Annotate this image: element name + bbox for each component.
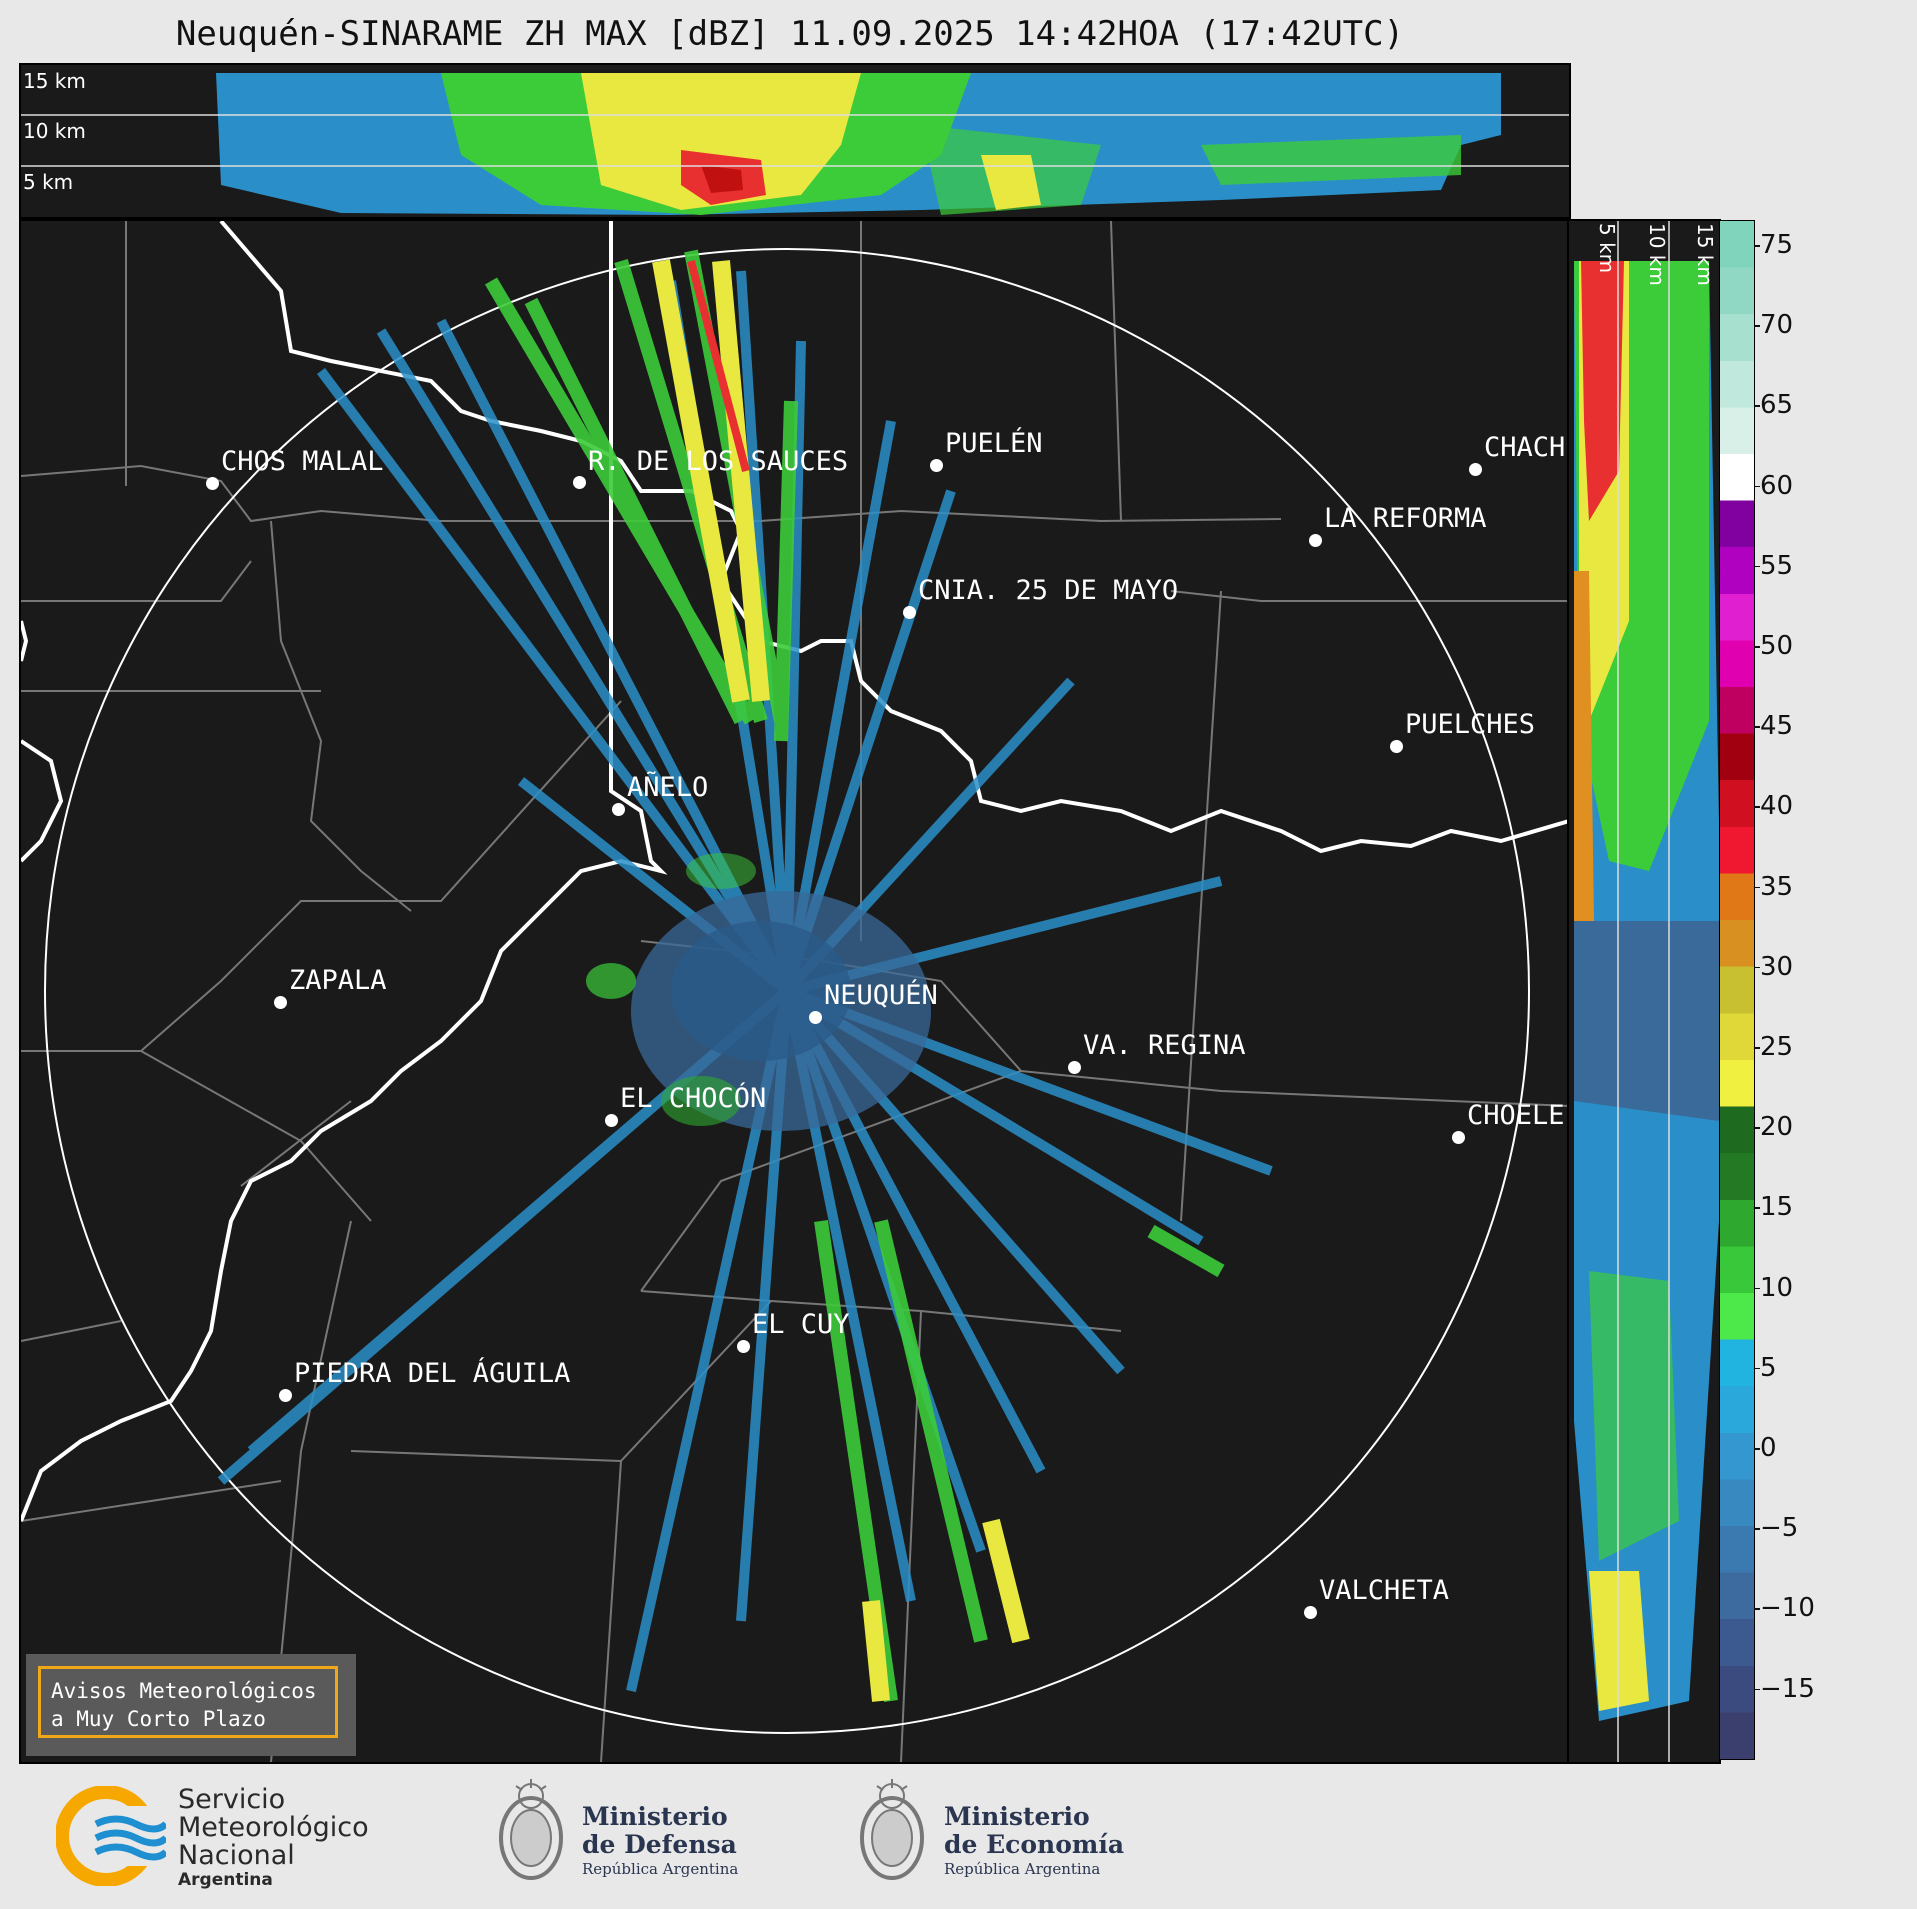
colorbar-tick: 20	[1753, 1112, 1794, 1143]
city-el-cuy: EL CUY	[752, 1309, 850, 1340]
city-choele: CHOELE	[1467, 1100, 1565, 1131]
colorbar-tick: 40	[1753, 791, 1794, 822]
city-va-regina: VA. REGINA	[1083, 1030, 1246, 1061]
smn-line-3: Nacional	[178, 1840, 295, 1871]
colorbar-tick: 5	[1754, 1352, 1777, 1383]
city-el-chocon: EL CHOCÓN	[620, 1083, 767, 1114]
economia-line-1: Ministerio	[944, 1802, 1090, 1831]
alert-panel	[26, 1654, 356, 1756]
colorbar-tick: 30	[1753, 951, 1794, 982]
city-zapala: ZAPALA	[289, 965, 387, 996]
colorbar-tick: 45	[1753, 711, 1794, 742]
coat-of-arms-icon	[499, 1779, 563, 1880]
city-piedra-del-aguila: PIEDRA DEL ÁGUILA	[294, 1358, 571, 1389]
dbz-colorbar	[1719, 220, 1755, 1760]
coat-of-arms-icon	[860, 1779, 924, 1880]
city-chos-malal: CHOS MALAL	[221, 446, 384, 477]
colorbar-tick: −15	[1754, 1673, 1815, 1704]
alert-line-2: a Muy Corto Plazo	[51, 1707, 266, 1731]
defensa-line-3: República Argentina	[582, 1860, 739, 1878]
city-puelches: PUELCHES	[1405, 709, 1536, 740]
city-dot	[1309, 534, 1322, 547]
radar-echoes	[217, 249, 1273, 1703]
range-ring	[44, 248, 1530, 1734]
city-dot	[809, 1011, 822, 1024]
economia-line-3: República Argentina	[944, 1860, 1101, 1878]
top-label-15km: 15 km	[23, 69, 86, 93]
side-label-15km: 15 km	[1693, 223, 1717, 286]
side-label-10km: 10 km	[1645, 223, 1669, 286]
smn-line-4: Argentina	[178, 1870, 273, 1890]
city-dot	[274, 996, 287, 1009]
colorbar-tick: 60	[1753, 470, 1794, 501]
top-profile-svg	[21, 73, 1569, 215]
city-valcheta: VALCHETA	[1319, 1575, 1450, 1606]
city-anelo: AÑELO	[627, 772, 709, 803]
city-dot	[206, 477, 219, 490]
colorbar-tick: 65	[1753, 390, 1794, 421]
smn-line-1: Servicio	[178, 1784, 286, 1815]
city-neuquen: NEUQUÉN	[824, 980, 938, 1011]
echo-rays-red	[687, 259, 750, 473]
side-profile-svg	[1574, 221, 1719, 1762]
top-label-10km: 10 km	[23, 119, 86, 143]
city-dot	[279, 1389, 292, 1402]
echo-rays-yellow	[652, 259, 1030, 1702]
city-cnia-25-de-mayo: CNIA. 25 DE MAYO	[918, 575, 1179, 606]
colorbar-tick: 0	[1754, 1433, 1777, 1463]
city-puelen: PUELÉN	[945, 428, 1043, 459]
city-dot	[737, 1340, 750, 1353]
page-title: Neuquén-SINARAME ZH MAX [dBZ] 11.09.2025…	[175, 14, 1405, 54]
city-dot	[1068, 1061, 1081, 1074]
colorbar-tick: −10	[1754, 1593, 1815, 1624]
alert-link[interactable]: Avisos Meteorológicos a Muy Corto Plazo	[38, 1666, 338, 1738]
colorbar-tick: 75	[1753, 230, 1794, 260]
colorbar-tick: 70	[1753, 310, 1794, 341]
top-label-5km: 5 km	[23, 170, 74, 194]
city-dot	[573, 476, 586, 489]
city-dot	[930, 459, 943, 472]
radar-map-svg	[21, 221, 1569, 1762]
city-la-reforma: LA REFORMA	[1324, 503, 1487, 534]
defensa-line-2: de Defensa	[582, 1830, 737, 1859]
city-r-de-los-sauces: R. DE LOS SAUCES	[588, 446, 849, 477]
city-dot	[1452, 1131, 1465, 1144]
colorbar-tick: 50	[1753, 631, 1794, 661]
city-dot	[1390, 740, 1403, 753]
defensa-line-1: Ministerio	[582, 1802, 728, 1831]
colorbar-tick: 55	[1753, 550, 1794, 581]
alert-line-1: Avisos Meteorológicos	[51, 1679, 317, 1703]
smn-line-2: Meteorológico	[178, 1812, 369, 1843]
side-height-profile: 5 km 10 km 15 km	[1567, 219, 1721, 1764]
top-echo-band	[216, 73, 1501, 215]
city-dot	[612, 803, 625, 816]
city-dot	[605, 1114, 618, 1127]
top-height-profile: 15 km 10 km 5 km	[19, 63, 1571, 219]
city-dot	[1469, 463, 1482, 476]
colorbar-tick: 25	[1753, 1032, 1794, 1062]
smn-logo-icon	[56, 1786, 166, 1886]
colorbar-tick: 35	[1753, 871, 1794, 902]
radar-map	[19, 219, 1571, 1764]
economia-line-2: de Economía	[944, 1830, 1125, 1859]
colorbar-tick: −5	[1753, 1513, 1799, 1544]
city-chach: CHACH	[1484, 432, 1566, 463]
colorbar-tick: 10	[1753, 1272, 1794, 1303]
side-label-5km: 5 km	[1595, 223, 1619, 274]
city-dot	[903, 606, 916, 619]
city-dot	[1304, 1606, 1317, 1619]
colorbar-tick: 15	[1753, 1192, 1794, 1223]
